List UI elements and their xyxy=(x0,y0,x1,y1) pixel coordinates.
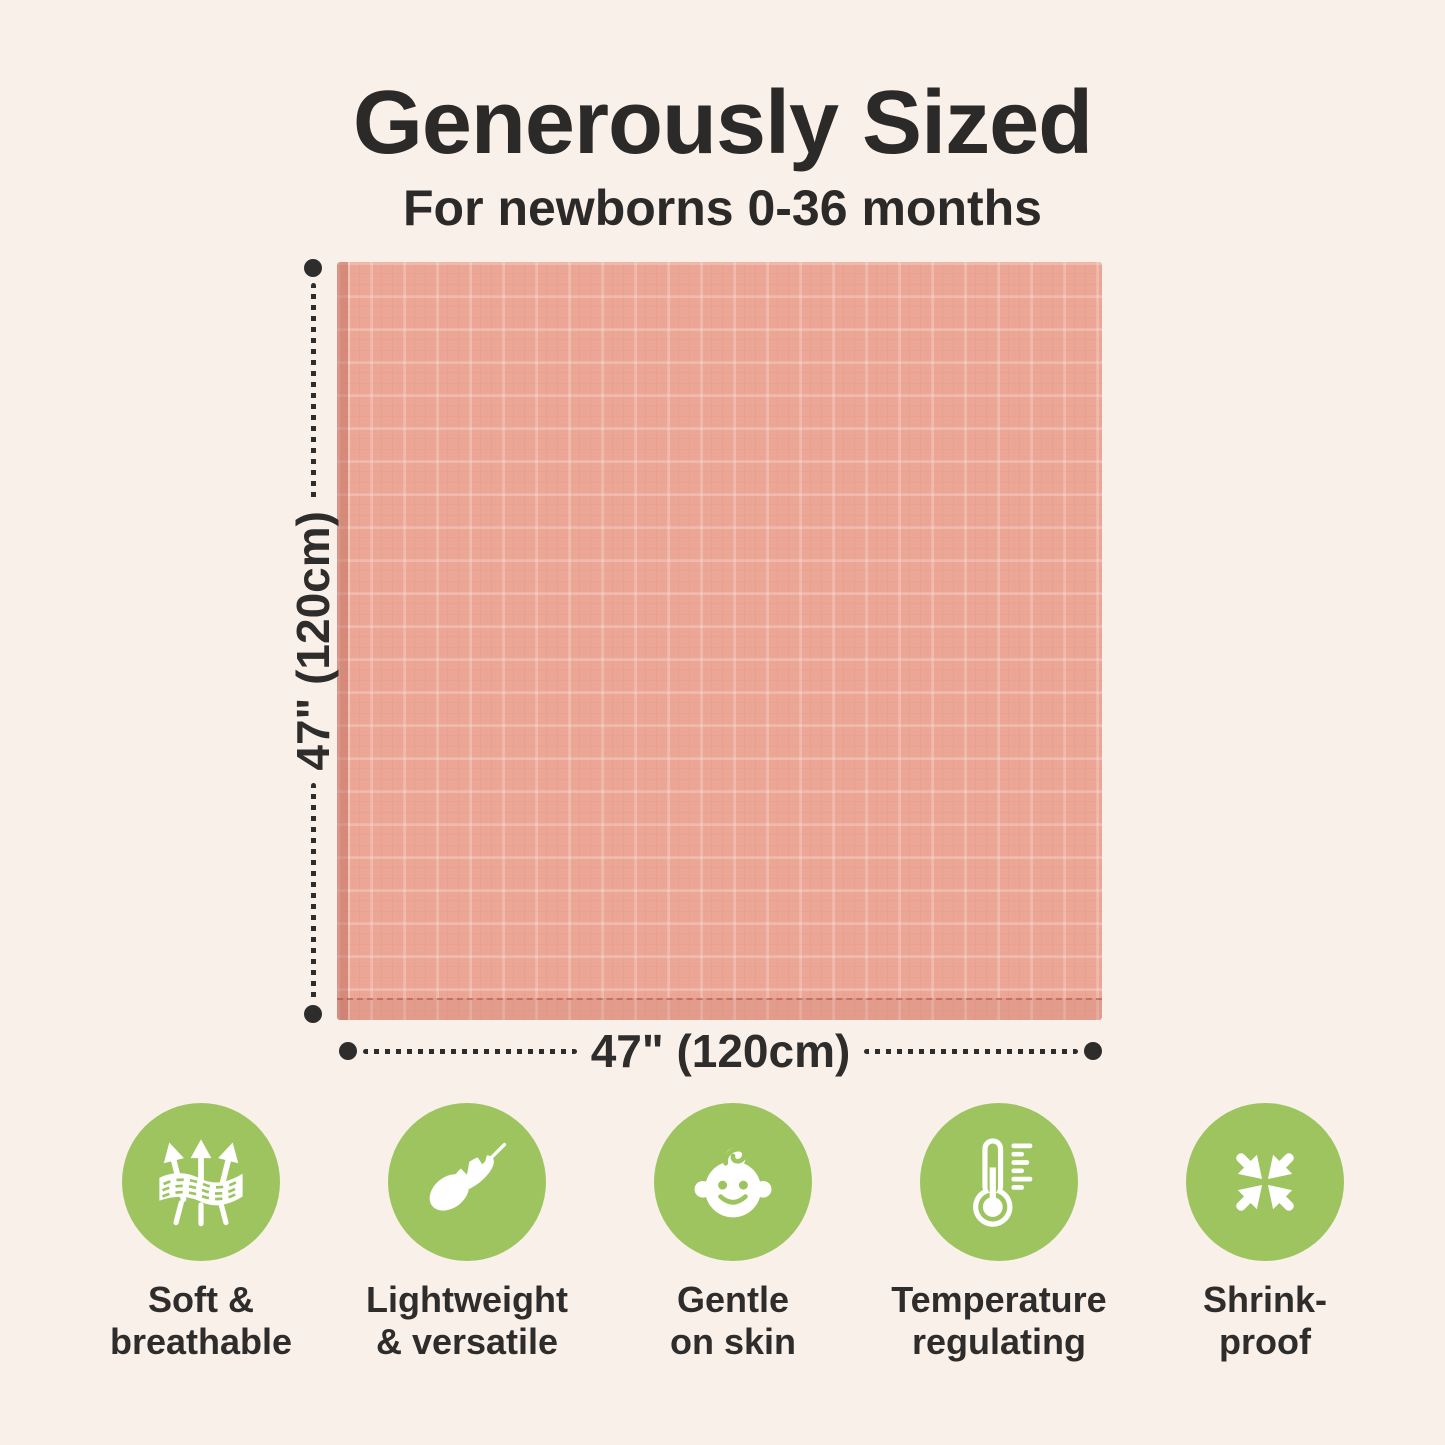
feature-icon-circle xyxy=(654,1103,812,1261)
dimension-dotted-line xyxy=(310,283,316,500)
feature-icon-circle xyxy=(388,1103,546,1261)
dimension-dotted-line xyxy=(363,1048,577,1054)
dimension-endpoint-dot xyxy=(304,259,322,277)
feature-label: Temperature regulating xyxy=(891,1279,1107,1363)
breathable-fabric-icon xyxy=(159,1139,243,1227)
baby-face-icon xyxy=(694,1146,772,1218)
feature-lightweight-versatile: Lightweight & versatile xyxy=(337,1103,597,1363)
feature-label: Lightweight & versatile xyxy=(366,1279,568,1363)
thermometer-icon xyxy=(973,1138,1033,1227)
feature-temperature-regulating: Temperature regulating xyxy=(869,1103,1129,1363)
dimension-endpoint-dot xyxy=(304,1005,322,1024)
feature-gentle-on-skin: Gentle on skin xyxy=(603,1103,863,1363)
feature-icon-circle xyxy=(1186,1103,1344,1261)
dimension-endpoint-dot xyxy=(1084,1042,1103,1060)
width-label: 47" (120cm) xyxy=(590,1025,851,1077)
shrink-arrows-icon xyxy=(1236,1153,1294,1211)
dimension-dotted-line xyxy=(310,782,316,1000)
dimension-endpoint-dot xyxy=(339,1042,357,1060)
blanket-image xyxy=(337,262,1102,1020)
features-row: Soft & breathable Lightweight & versatil… xyxy=(71,1103,1395,1363)
feature-soft-breathable: Soft & breathable xyxy=(71,1103,331,1363)
height-label: 47" (120cm) xyxy=(287,511,339,771)
feature-icon-circle xyxy=(920,1103,1078,1261)
dimension-dotted-line xyxy=(864,1048,1079,1054)
feature-label: Shrink- proof xyxy=(1202,1279,1327,1363)
feature-label: Gentle on skin xyxy=(669,1279,797,1363)
feature-shrink-proof: Shrink- proof xyxy=(1135,1103,1395,1363)
page-title: Generously Sized xyxy=(352,73,1093,173)
height-dimension: 47" (120cm) xyxy=(287,259,339,1024)
feature-label: Soft & breathable xyxy=(109,1279,293,1363)
feature-icon-circle xyxy=(122,1103,280,1261)
feather-icon xyxy=(429,1142,507,1211)
width-dimension: 47" (120cm) xyxy=(339,1025,1103,1077)
page-subtitle: For newborns 0-36 months xyxy=(403,180,1042,236)
